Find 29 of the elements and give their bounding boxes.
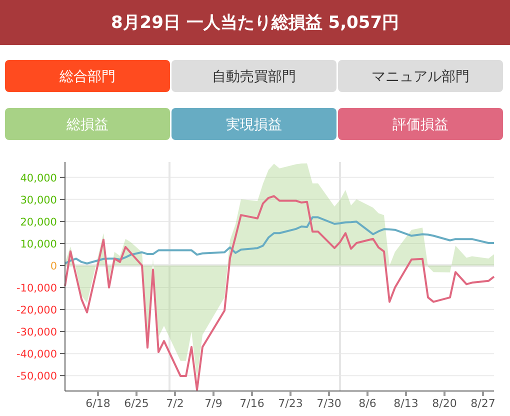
x-tick-label: 7/23 bbox=[278, 397, 303, 410]
y-tick-label: -30,000 bbox=[16, 326, 57, 339]
x-tick-label: 8/13 bbox=[394, 397, 418, 410]
y-tick-label: 20,000 bbox=[20, 216, 57, 228]
x-tick-label: 6/18 bbox=[86, 397, 110, 410]
y-tick-label: 40,000 bbox=[20, 172, 57, 184]
tab-button: 総合部門 bbox=[5, 60, 170, 92]
text: 実現損益 bbox=[226, 117, 282, 133]
text: 評価損益 bbox=[392, 117, 448, 133]
tab-button: 自動売買部門 bbox=[172, 60, 336, 92]
y-tick-label: -20,000 bbox=[16, 304, 57, 317]
y-tick-label: -40,000 bbox=[16, 348, 57, 361]
tab-button: マニュアル部門 bbox=[338, 60, 503, 92]
x-tick-label: 8/6 bbox=[358, 397, 376, 410]
x-tick-label: 7/2 bbox=[166, 397, 184, 410]
y-tick-label: 10,000 bbox=[20, 238, 57, 250]
y-tick-label: -50,000 bbox=[16, 370, 57, 383]
x-tick-label: 7/9 bbox=[204, 397, 222, 410]
x-tick-label: 7/16 bbox=[240, 397, 264, 410]
x-tick-label: 7/30 bbox=[316, 397, 342, 410]
chart-title: 8月29日 一人当たり総損益 5,057円 bbox=[110, 13, 400, 33]
y-tick-label: -10,000 bbox=[16, 282, 57, 295]
line-series bbox=[64, 216, 495, 265]
x-tick-label: 8/20 bbox=[432, 397, 457, 410]
x-tick-label: 8/27 bbox=[470, 397, 496, 410]
y-tick-label: 0 bbox=[50, 260, 57, 272]
y-tick-label: 30,000 bbox=[20, 194, 57, 206]
text: 総損益 bbox=[66, 117, 108, 133]
x-tick-label: 6/25 bbox=[124, 397, 149, 410]
